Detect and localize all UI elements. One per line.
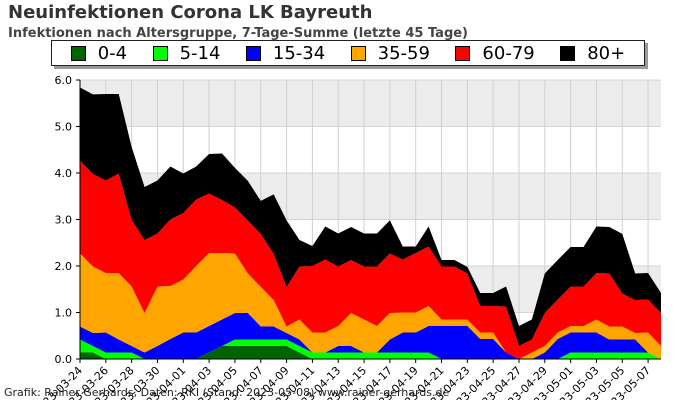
background-band [80, 80, 661, 127]
legend-swatch [350, 45, 366, 61]
legend-swatch [455, 45, 471, 61]
legend-label: 60-79 [482, 42, 535, 64]
area-5-14 [80, 339, 661, 359]
legend-swatch [560, 45, 576, 61]
legend-label: 15-34 [272, 42, 326, 64]
area-60-79 [80, 160, 661, 359]
area-35-59 [80, 252, 661, 359]
legend-item-35-59: 35-59 [350, 42, 430, 64]
legend-label: 35-59 [377, 42, 430, 64]
legend-item-80plus: 80+ [560, 43, 625, 64]
chart-legend: 0-4 5-14 15-34 35-59 60-79 80+ [51, 40, 645, 66]
y-tick-label: 1.0 [55, 307, 73, 320]
legend-item-0-4: 0-4 [70, 42, 128, 64]
legend-swatch [70, 45, 86, 61]
legend-item-5-14: 5-14 [152, 42, 221, 64]
legend-swatch [245, 45, 261, 61]
chart-footer: Grafik: Rainer Gerhards, Daten: RKI (Sta… [4, 386, 450, 399]
y-tick-label: 3.0 [55, 214, 73, 227]
chart-subtitle: Infektionen nach Altersgruppe, 7-Tage-Su… [8, 26, 469, 41]
y-tick-label: 4.0 [55, 167, 73, 180]
legend-swatch [152, 45, 168, 61]
area-15-34 [80, 312, 661, 359]
y-tick-label: 2.0 [55, 260, 73, 273]
legend-label: 5-14 [179, 42, 221, 64]
legend-item-60-79: 60-79 [455, 42, 535, 64]
y-tick-label: 6.0 [55, 74, 73, 87]
y-tick-label: 5.0 [55, 121, 73, 134]
background-band [80, 126, 661, 173]
legend-item-15-34: 15-34 [245, 42, 326, 64]
legend-label: 0-4 [97, 42, 128, 64]
legend-label: 80+ [587, 42, 626, 64]
y-tick-label: 0.0 [55, 353, 73, 366]
chart-title: Neuinfektionen Corona LK Bayreuth [8, 2, 373, 23]
area-0-4 [80, 345, 661, 359]
